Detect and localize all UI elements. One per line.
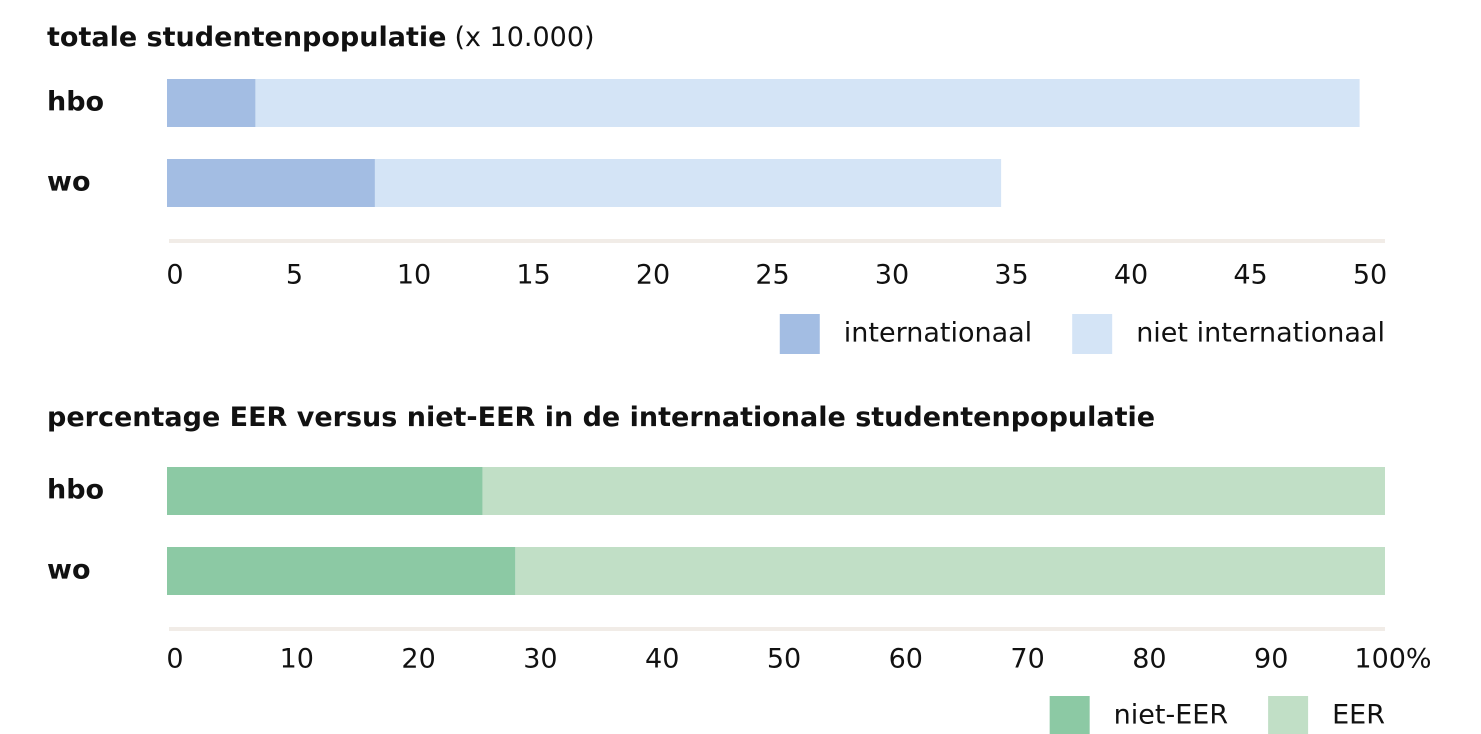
bar-segment — [167, 79, 256, 127]
bar-segment — [374, 159, 1002, 207]
x-tick-label: 60 — [889, 644, 923, 675]
x-tick-label: 40 — [645, 644, 679, 675]
x-tick-label: 90 — [1254, 644, 1288, 675]
legend-swatch — [1049, 696, 1090, 734]
chart-title-main: percentage EER versus niet-EER in de int… — [47, 402, 1155, 433]
x-tick-label: 10 — [280, 644, 314, 675]
legend-swatch — [1072, 314, 1113, 354]
x-tick-label: 30 — [523, 644, 557, 675]
x-tick-label: 35 — [994, 260, 1028, 291]
x-tick-label: 0 — [166, 260, 183, 291]
category-label: hbo — [47, 475, 104, 506]
x-tick-label: 100% — [1354, 644, 1431, 675]
bar-segment — [255, 79, 1360, 127]
x-tick-label: 15 — [516, 260, 550, 291]
legend-label: niet-EER — [1114, 700, 1228, 731]
x-tick-label: 40 — [1114, 260, 1148, 291]
bar-segment — [515, 547, 1385, 595]
legend-label: niet internationaal — [1136, 318, 1385, 349]
x-tick-label: 20 — [401, 644, 435, 675]
x-tick-label: 10 — [397, 260, 431, 291]
x-tick-label: 50 — [1353, 260, 1387, 291]
x-tick-label: 50 — [767, 644, 801, 675]
category-label: wo — [47, 167, 91, 198]
x-tick-label: 0 — [166, 644, 183, 675]
bar-segment — [167, 547, 516, 595]
x-tick-label: 20 — [636, 260, 670, 291]
legend-swatch — [779, 314, 820, 354]
chart-title: percentage EER versus niet-EER in de int… — [47, 402, 1155, 433]
chart-title-main: totale studentenpopulatie — [47, 22, 446, 53]
x-tick-label: 30 — [875, 260, 909, 291]
category-label: hbo — [47, 87, 104, 118]
chart-title: totale studentenpopulatie (x 10.000) — [47, 22, 595, 53]
x-tick-label: 70 — [1010, 644, 1044, 675]
bar-segment — [167, 467, 483, 515]
x-tick-label: 80 — [1132, 644, 1166, 675]
x-tick-label: 25 — [755, 260, 789, 291]
bar-segment — [482, 467, 1385, 515]
legend-label: internationaal — [844, 318, 1032, 349]
legend-label: EER — [1332, 700, 1385, 731]
x-tick-label: 5 — [286, 260, 303, 291]
bar-segment — [167, 159, 375, 207]
category-label: wo — [47, 555, 91, 586]
x-tick-label: 45 — [1233, 260, 1267, 291]
legend-swatch — [1268, 696, 1309, 734]
chart-title-note: (x 10.000) — [454, 22, 594, 53]
